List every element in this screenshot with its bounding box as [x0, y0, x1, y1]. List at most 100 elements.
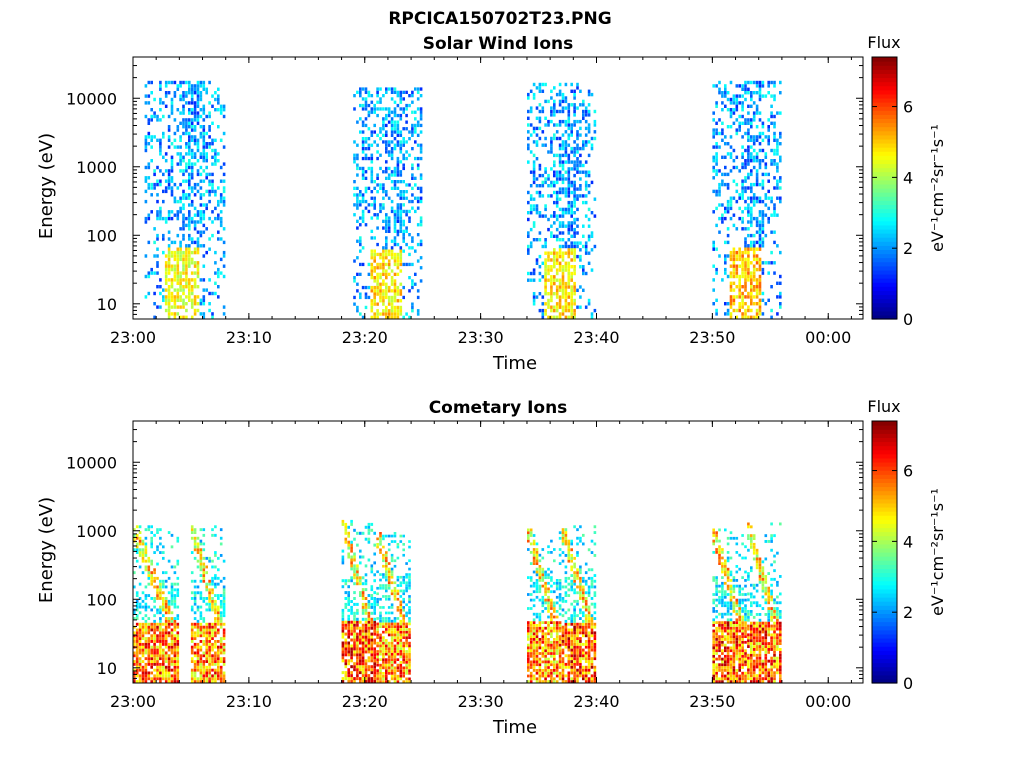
heatmap-cell [527, 231, 530, 235]
heatmap-cell [214, 565, 217, 569]
heatmap-cell [558, 187, 562, 191]
heatmap-cell [176, 291, 180, 296]
heatmap-cell [532, 677, 536, 681]
heatmap-cell [185, 247, 188, 251]
heatmap-cell [564, 285, 568, 289]
heatmap-cell [164, 308, 168, 313]
heatmap-cell [541, 680, 545, 683]
heatmap-cell [214, 602, 217, 606]
heatmap-cell [150, 625, 153, 629]
heatmap-cell [567, 211, 571, 215]
heatmap-cell [182, 223, 185, 228]
heatmap-cell [153, 599, 156, 603]
heatmap-cell [399, 292, 403, 296]
heatmap-cell [193, 308, 197, 313]
heatmap-cell [396, 578, 400, 582]
heatmap-cell [379, 127, 382, 131]
heatmap-cell [567, 157, 571, 161]
heatmap-cell [167, 674, 171, 678]
heatmap-cell [764, 203, 768, 207]
heatmap-cell [141, 642, 145, 646]
colorbar-segment [872, 314, 897, 320]
heatmap-cell [211, 138, 214, 142]
heatmap-cell [758, 91, 762, 95]
heatmap-cell [156, 261, 159, 265]
heatmap-cell [718, 131, 721, 136]
heatmap-cell [147, 657, 151, 661]
heatmap-cell [561, 160, 565, 164]
heatmap-cell [561, 214, 565, 218]
heatmap-cell [527, 531, 530, 535]
heatmap-cell [156, 674, 159, 678]
heatmap-cell [182, 315, 185, 319]
heatmap-cell [208, 135, 211, 139]
heatmap-cell [547, 150, 550, 154]
heatmap-cell [196, 145, 200, 149]
heatmap-cell [205, 597, 208, 600]
heatmap-cell [732, 295, 736, 299]
heatmap-cell [755, 247, 759, 251]
heatmap-cell [179, 250, 182, 255]
heatmap-cell [541, 143, 545, 147]
heatmap-cell [373, 668, 376, 672]
heatmap-cell [150, 114, 153, 119]
heatmap-cell [744, 97, 747, 102]
heatmap-cell [219, 111, 223, 115]
heatmap-cell [576, 82, 579, 87]
heatmap-cell [758, 94, 762, 98]
heatmap-cell [344, 605, 348, 609]
heatmap-cell [188, 196, 191, 200]
heatmap-cell [758, 142, 762, 146]
heatmap-cell [208, 637, 211, 640]
heatmap-cell [150, 622, 153, 626]
heatmap-cell [167, 631, 171, 635]
heatmap-cell [744, 87, 747, 91]
heatmap-cell [350, 659, 353, 663]
heatmap-cell [402, 650, 405, 653]
heatmap-cell [547, 621, 550, 624]
heatmap-cell [544, 573, 547, 577]
heatmap-cell [190, 298, 194, 302]
heatmap-cell [202, 264, 206, 268]
heatmap-cell [538, 214, 542, 218]
heatmap-cell [370, 626, 374, 630]
x-tick-label: 23:40 [573, 328, 619, 347]
heatmap-cell [396, 309, 400, 313]
heatmap-cell [190, 278, 194, 282]
heatmap-cell [196, 261, 200, 265]
heatmap-cell [199, 605, 203, 609]
heatmap-cell [144, 145, 148, 149]
heatmap-cell [544, 640, 547, 644]
heatmap-cell [535, 562, 539, 565]
heatmap-cell [188, 186, 191, 190]
heatmap-cell [176, 625, 180, 629]
heatmap-cell [576, 224, 579, 228]
heatmap-cell [547, 573, 550, 577]
heatmap-cell [573, 258, 576, 262]
heatmap-cell [219, 594, 223, 597]
heatmap-cell [170, 674, 174, 678]
heatmap-cell [721, 203, 724, 207]
heatmap-cell [547, 265, 550, 269]
heatmap-cell [527, 96, 530, 100]
heatmap-cell [376, 266, 379, 270]
heatmap-cell [729, 155, 733, 159]
heatmap-cell [402, 285, 405, 290]
heatmap-cell [399, 639, 403, 642]
heatmap-cell [199, 614, 203, 618]
heatmap-cell [390, 652, 394, 656]
heatmap-cell [387, 611, 391, 615]
heatmap-cell [364, 650, 368, 654]
heatmap-cell [144, 585, 148, 589]
heatmap-cell [219, 223, 223, 228]
heatmap-cell [222, 131, 226, 136]
heatmap-cell [199, 660, 203, 663]
heatmap-cell [170, 210, 174, 214]
heatmap-cell [396, 103, 400, 108]
heatmap-cell [558, 312, 562, 316]
heatmap-cell [364, 602, 368, 606]
heatmap-cell [211, 622, 214, 626]
heatmap-cell [732, 271, 736, 275]
heatmap-cell [529, 106, 533, 110]
heatmap-cell [159, 588, 162, 592]
